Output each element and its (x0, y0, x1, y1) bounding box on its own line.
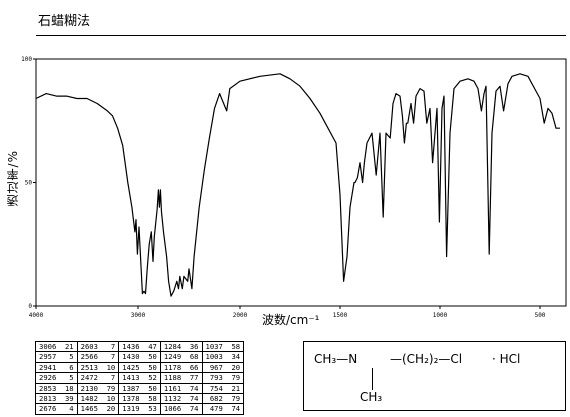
peak-cell: 2676 4 (35, 403, 78, 415)
structure-salt: · HCl (492, 352, 521, 366)
structure-bond (372, 368, 373, 390)
peak-cell: 1066 74 (159, 403, 203, 415)
peak-cell: 1284 36 (159, 340, 203, 353)
structure-methyl: CH₃ (360, 390, 383, 404)
peak-cell: 1188 77 (159, 372, 203, 384)
spectrum-line (35, 73, 560, 297)
peak-row: 2676 4 1465 20 1319 53 1066 74 479 74 (35, 403, 245, 415)
peak-table: 3006 21 2603 7 1436 47 1284 36 1037 58 2957 5… (35, 340, 245, 415)
x-tick-label: 1500 (333, 312, 348, 319)
peak-cell: 1037 58 (201, 340, 245, 353)
peak-cell: 1387 50 (118, 382, 161, 395)
peak-row: 2813 39 1482 10 1378 58 1132 74 682 79 (35, 393, 245, 405)
y-tick-label: 50 (25, 180, 33, 187)
page-title: 石蜡糊法 (38, 14, 91, 29)
peak-cell: 2957 5 (35, 351, 78, 363)
peak-row: 2926 5 2472 7 1413 52 1188 77 793 79 (35, 372, 245, 384)
x-tick-label: 4000 (29, 312, 44, 319)
peak-cell: 2926 5 (35, 372, 78, 384)
peak-cell: 1465 20 (76, 403, 120, 415)
peak-cell: 1430 50 (118, 351, 161, 363)
peak-cell: 1178 66 (159, 361, 203, 374)
peak-cell: 793 79 (201, 372, 245, 384)
peak-cell: 1003 34 (201, 351, 245, 363)
x-tick-label: 3000 (131, 312, 146, 319)
peak-cell: 1413 52 (118, 372, 161, 384)
x-axis-label: 波数/cm⁻¹ (262, 313, 320, 327)
peak-cell: 1132 74 (159, 393, 203, 405)
ir-spectrum-chart: 4000 3000 2000 1500 1000 500 0 50 100 (21, 56, 567, 319)
peak-cell: 2853 18 (35, 382, 78, 395)
peak-cell: 1378 58 (118, 393, 161, 405)
peak-cell: 1249 68 (159, 351, 203, 363)
structure-formula: CH₃—N —(CH₂)₂—Cl · HCl CH₃ (303, 341, 566, 411)
peak-cell: 967 20 (201, 361, 245, 374)
peak-cell: 1425 50 (118, 361, 161, 374)
peak-cell: 1482 10 (76, 393, 120, 405)
x-tick-label: 500 (535, 312, 546, 319)
peak-cell: 2513 10 (76, 361, 120, 374)
peak-cell: 2130 79 (76, 382, 120, 395)
x-tick-label: 1000 (433, 312, 448, 319)
peak-row: 2853 18 2130 79 1387 50 1161 74 754 21 (35, 382, 245, 395)
peak-row: 2957 5 2566 7 1430 50 1249 68 1003 34 (35, 351, 245, 363)
peak-cell: 1319 53 (118, 403, 161, 415)
peak-cell: 754 21 (201, 382, 245, 395)
peak-cell: 1161 74 (159, 382, 203, 395)
y-tick-label: 100 (21, 56, 32, 63)
y-tick-label: 0 (28, 303, 32, 310)
x-tick-label: 2000 (233, 312, 248, 319)
peak-cell: 2603 7 (76, 340, 120, 353)
peak-row: 3006 21 2603 7 1436 47 1284 36 1037 58 (35, 340, 245, 353)
peak-cell: 1436 47 (118, 340, 161, 353)
peak-cell: 2566 7 (76, 351, 120, 363)
structure-left-group: CH₃—N (314, 352, 358, 366)
peak-cell: 2941 6 (35, 361, 78, 374)
peak-cell: 2472 7 (76, 372, 120, 384)
peak-cell: 3006 21 (35, 340, 78, 353)
peak-cell: 682 79 (201, 393, 245, 405)
y-axis-label: 透过率/% (6, 150, 20, 207)
peak-cell: 479 74 (201, 403, 245, 415)
peak-cell: 2813 39 (35, 393, 78, 405)
title-divider (36, 35, 566, 36)
structure-chain: —(CH₂)₂—Cl (390, 352, 463, 366)
peak-row: 2941 6 2513 10 1425 50 1178 66 967 20 (35, 361, 245, 374)
